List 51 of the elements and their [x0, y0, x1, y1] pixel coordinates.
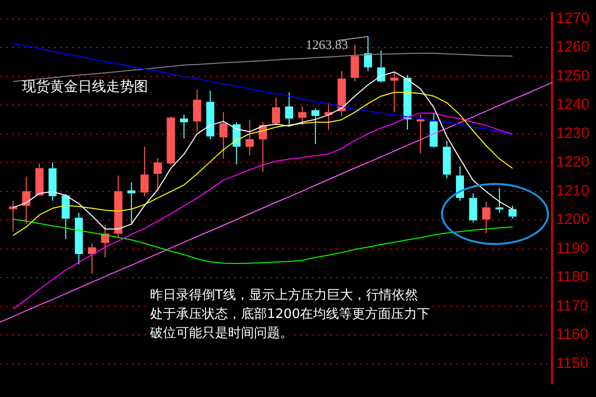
y-tick-label: 1250 — [556, 67, 590, 84]
candlestick — [285, 92, 294, 125]
y-tick-label: 1180 — [556, 268, 588, 286]
candlestick — [403, 74, 412, 130]
y-tick-label: 1210 — [556, 182, 590, 200]
y-tick-label: 1150 — [556, 355, 588, 372]
y-tick-label: 1200 — [556, 211, 590, 228]
candlestick — [114, 174, 122, 238]
candlestick — [35, 162, 44, 196]
candlestick — [219, 112, 228, 160]
y-tick-label: 1230 — [556, 124, 590, 142]
candlestick — [246, 119, 254, 156]
candlestick — [390, 71, 398, 113]
candlestick — [22, 176, 30, 225]
candlestick — [166, 116, 175, 165]
candlestick — [311, 108, 320, 144]
candlestick — [140, 146, 149, 197]
candlestick — [338, 70, 346, 116]
candlestick — [364, 36, 372, 72]
y-tick-label: 1190 — [556, 240, 588, 257]
candlestick — [298, 106, 306, 126]
candlestick — [482, 201, 490, 234]
candlestick — [324, 102, 333, 130]
candlestick — [469, 192, 478, 223]
candlestick — [350, 44, 359, 82]
candlestick — [377, 50, 386, 83]
y-tick-label: 1260 — [556, 38, 590, 56]
candlestick — [9, 200, 18, 232]
candlestick — [101, 224, 110, 258]
candlestick — [154, 157, 162, 192]
y-tick-label: 1170 — [556, 297, 588, 314]
y-tick-label: 1160 — [556, 326, 588, 344]
y-tick-label: 1270 — [556, 10, 590, 27]
y-tick-label: 1240 — [556, 96, 590, 114]
candlestick — [48, 162, 57, 202]
annotation: 1263.83 — [306, 36, 348, 52]
candlestick — [442, 140, 451, 179]
candlestick — [495, 187, 504, 214]
candlestick — [258, 122, 267, 172]
candlestick — [180, 114, 188, 139]
candlestick — [508, 205, 517, 220]
annotation: 破位可能只是时间问题。 — [150, 324, 293, 342]
candlestick — [74, 212, 83, 265]
annotation: 昨日录得倒T线，显示上方压力巨大，行情依然 — [150, 286, 418, 304]
candlestick — [206, 90, 214, 140]
text: 现货黄金日线走势图 — [22, 78, 148, 96]
y-tick-label: 1220 — [556, 154, 590, 171]
annotation: 处于承压状态，底部1200在均线等更方面压力下 — [150, 305, 430, 323]
candlestick — [193, 89, 202, 132]
candlestick — [430, 112, 438, 148]
candlestick — [127, 182, 136, 224]
